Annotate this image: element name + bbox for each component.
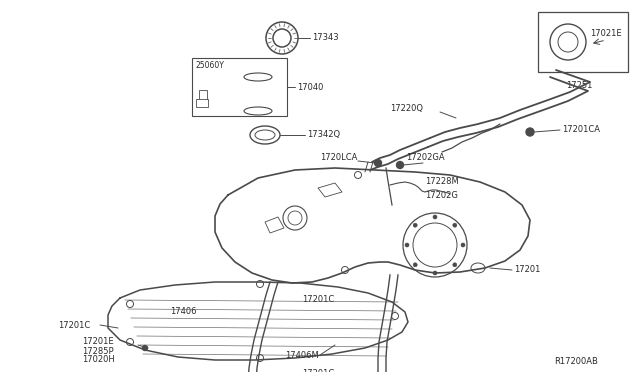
Circle shape bbox=[452, 223, 457, 227]
Polygon shape bbox=[215, 168, 530, 283]
Text: 17040: 17040 bbox=[297, 83, 323, 92]
Circle shape bbox=[461, 243, 465, 247]
Text: 17201CA: 17201CA bbox=[562, 125, 600, 135]
Text: 17228M: 17228M bbox=[425, 176, 459, 186]
Text: 17202G: 17202G bbox=[425, 192, 458, 201]
Text: 17201C: 17201C bbox=[302, 295, 334, 305]
Circle shape bbox=[433, 215, 437, 219]
Text: 17021E: 17021E bbox=[590, 29, 621, 38]
Circle shape bbox=[452, 263, 457, 267]
Text: 17220Q: 17220Q bbox=[390, 103, 423, 112]
FancyBboxPatch shape bbox=[199, 90, 207, 100]
FancyBboxPatch shape bbox=[538, 12, 628, 72]
Text: 17406M: 17406M bbox=[285, 350, 319, 359]
Text: 1720LCA: 1720LCA bbox=[320, 154, 357, 163]
Polygon shape bbox=[108, 282, 408, 360]
Text: 17202GA: 17202GA bbox=[406, 154, 445, 163]
Text: 17343: 17343 bbox=[312, 33, 339, 42]
FancyBboxPatch shape bbox=[192, 58, 287, 116]
Circle shape bbox=[413, 223, 417, 227]
Text: 25060Y: 25060Y bbox=[195, 61, 224, 70]
Circle shape bbox=[413, 263, 417, 267]
Circle shape bbox=[143, 346, 147, 350]
Circle shape bbox=[526, 128, 534, 136]
Circle shape bbox=[397, 161, 403, 169]
Text: 17201: 17201 bbox=[514, 266, 540, 275]
Circle shape bbox=[433, 271, 437, 275]
Circle shape bbox=[405, 243, 409, 247]
Text: 17285P: 17285P bbox=[82, 346, 114, 356]
Circle shape bbox=[374, 160, 381, 167]
Text: 17201C: 17201C bbox=[58, 321, 90, 330]
FancyBboxPatch shape bbox=[196, 99, 208, 107]
Text: 17201E: 17201E bbox=[82, 337, 114, 346]
Text: R17200AB: R17200AB bbox=[554, 357, 598, 366]
Text: 17406: 17406 bbox=[170, 308, 196, 317]
Text: 17201C: 17201C bbox=[302, 369, 334, 372]
Text: 17342Q: 17342Q bbox=[307, 131, 340, 140]
Text: 17251: 17251 bbox=[566, 81, 593, 90]
Text: 17020H: 17020H bbox=[82, 356, 115, 365]
